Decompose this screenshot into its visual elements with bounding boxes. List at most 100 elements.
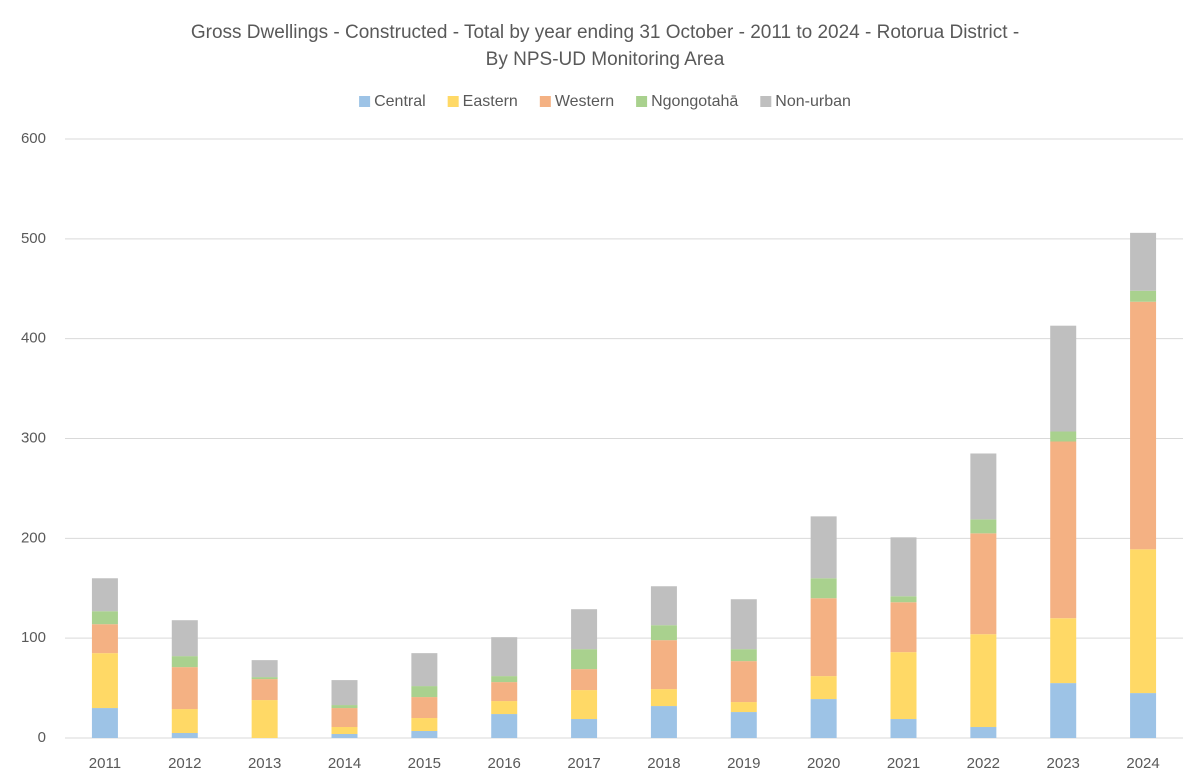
bar-segment bbox=[650, 640, 677, 690]
bar-segment bbox=[491, 637, 518, 677]
x-tick-label: 2011 bbox=[89, 755, 121, 772]
bar-segment bbox=[730, 649, 757, 662]
bar-segment bbox=[650, 689, 677, 707]
bar-segment bbox=[890, 652, 917, 720]
bar-segment bbox=[91, 708, 118, 738]
bar-segment bbox=[571, 609, 598, 650]
x-tick-label: 2017 bbox=[567, 755, 600, 772]
bar-segment bbox=[650, 706, 677, 738]
bar-segment bbox=[91, 578, 118, 612]
x-tick-label: 2023 bbox=[1047, 755, 1080, 772]
legend-label: Western bbox=[555, 93, 614, 110]
legend-swatch bbox=[636, 96, 648, 107]
y-tick-label: 600 bbox=[21, 130, 46, 147]
bar-segment bbox=[1130, 232, 1157, 291]
x-tick-label: 2018 bbox=[647, 755, 680, 772]
y-tick-label: 500 bbox=[21, 230, 46, 247]
y-tick-label: 0 bbox=[38, 729, 46, 746]
legend-swatch bbox=[359, 96, 371, 107]
bar-segment bbox=[251, 700, 278, 738]
bar-segment bbox=[91, 611, 118, 625]
x-tick-label: 2020 bbox=[807, 755, 840, 772]
legend-swatch bbox=[539, 96, 551, 107]
bar-segment bbox=[810, 676, 837, 700]
bar-segment bbox=[1050, 683, 1077, 738]
bar-segment bbox=[1130, 693, 1157, 738]
bar-segment bbox=[730, 661, 757, 703]
bar-segment bbox=[890, 719, 917, 738]
y-tick-label: 200 bbox=[21, 529, 46, 546]
x-tick-label: 2024 bbox=[1126, 755, 1159, 772]
bar-segment bbox=[331, 708, 358, 728]
bar-segment bbox=[810, 699, 837, 738]
bar-segment bbox=[970, 519, 997, 534]
x-tick-label: 2021 bbox=[887, 755, 920, 772]
bar-segment bbox=[890, 537, 917, 597]
bar-segment bbox=[1130, 290, 1157, 302]
bar-segment bbox=[571, 719, 598, 738]
bar-segment bbox=[1050, 431, 1077, 442]
bar-segment bbox=[251, 679, 278, 701]
bar-segment bbox=[171, 667, 198, 710]
bar-segment bbox=[970, 727, 997, 738]
bar-segment bbox=[491, 701, 518, 715]
bar-segment bbox=[171, 620, 198, 657]
bar-segment bbox=[331, 680, 358, 706]
x-tick-label: 2014 bbox=[328, 755, 361, 772]
bar-segment bbox=[970, 533, 997, 635]
bar-segment bbox=[810, 598, 837, 677]
legend-label: Non-urban bbox=[775, 93, 851, 110]
bar-segment bbox=[251, 677, 278, 680]
x-tick-label: 2022 bbox=[967, 755, 1000, 772]
bar-segment bbox=[331, 705, 358, 709]
chart-title: By NPS-UD Monitoring Area bbox=[486, 49, 725, 70]
bar-segment bbox=[491, 676, 518, 683]
bar-segment bbox=[91, 624, 118, 654]
bar-segment bbox=[970, 634, 997, 728]
bar-segment bbox=[970, 453, 997, 520]
legend-label: Ngongotahā bbox=[651, 93, 738, 110]
bar-segment bbox=[251, 660, 278, 678]
bar-segment bbox=[890, 602, 917, 653]
bar-segment bbox=[810, 516, 837, 579]
bar-segment bbox=[171, 656, 198, 668]
y-tick-label: 300 bbox=[21, 429, 46, 446]
bar-segment bbox=[331, 727, 358, 735]
bar-segment bbox=[650, 586, 677, 626]
bar-segment bbox=[650, 625, 677, 641]
bar-segment bbox=[411, 686, 438, 698]
chart-title: Gross Dwellings - Constructed - Total by… bbox=[191, 22, 1019, 43]
y-tick-label: 100 bbox=[21, 629, 46, 646]
bar-segment bbox=[411, 697, 438, 719]
bar-segment bbox=[491, 714, 518, 738]
bar-segment bbox=[730, 702, 757, 713]
bar-segment bbox=[1050, 325, 1077, 432]
legend-swatch bbox=[760, 96, 772, 107]
bar-segment bbox=[171, 709, 198, 734]
legend-label: Central bbox=[374, 93, 426, 110]
bar-segment bbox=[331, 734, 358, 738]
bar-segment bbox=[730, 599, 757, 650]
x-tick-label: 2019 bbox=[727, 755, 760, 772]
x-tick-label: 2015 bbox=[408, 755, 441, 772]
bar-segment bbox=[1050, 618, 1077, 684]
bar-segment bbox=[730, 712, 757, 738]
bar-segment bbox=[810, 578, 837, 599]
legend-label: Eastern bbox=[463, 93, 518, 110]
bar-segment bbox=[1130, 301, 1157, 550]
legend-swatch bbox=[447, 96, 459, 107]
bar-segment bbox=[1130, 549, 1157, 694]
bar-segment bbox=[411, 718, 438, 732]
bar-segment bbox=[571, 690, 598, 720]
bar-segment bbox=[411, 653, 438, 687]
bar-segment bbox=[91, 653, 118, 709]
bar-segment bbox=[171, 733, 198, 738]
bar-segment bbox=[571, 649, 598, 670]
x-tick-label: 2013 bbox=[248, 755, 281, 772]
bar-segment bbox=[890, 596, 917, 603]
bar-segment bbox=[571, 669, 598, 691]
bar-segment bbox=[411, 731, 438, 738]
bar-segment bbox=[491, 682, 518, 702]
y-tick-label: 400 bbox=[21, 330, 46, 347]
